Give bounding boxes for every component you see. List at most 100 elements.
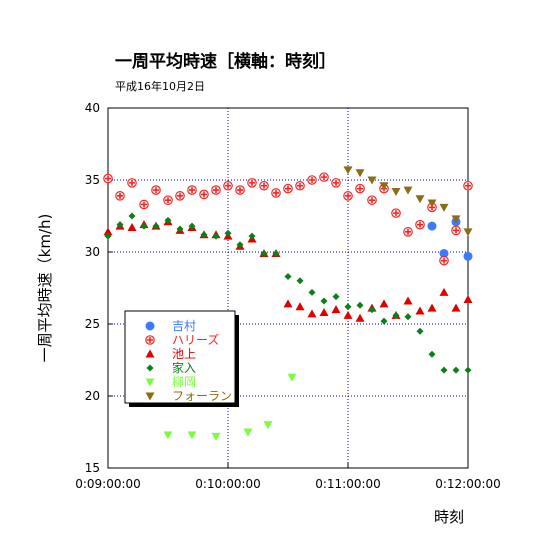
x-tick-label: 0:09:00:00 bbox=[75, 477, 141, 491]
point-cross-cross bbox=[465, 182, 471, 189]
point-cross-cross bbox=[285, 185, 291, 192]
legend-marker-diamond bbox=[146, 364, 154, 372]
point-triangle-down bbox=[187, 431, 197, 440]
point-cross-cross bbox=[225, 182, 231, 189]
point-triangle-down bbox=[415, 195, 425, 204]
point-triangle-up bbox=[307, 309, 317, 318]
point-triangle-up bbox=[343, 310, 353, 319]
point-cross bbox=[151, 185, 161, 195]
point-cross-cross bbox=[441, 257, 447, 264]
point-diamond bbox=[380, 317, 388, 325]
legend-label: 家入 bbox=[172, 360, 196, 375]
point-diamond bbox=[212, 232, 220, 240]
point-cross bbox=[223, 180, 233, 191]
point-cross bbox=[139, 199, 149, 210]
point-cross bbox=[367, 195, 377, 205]
point-diamond bbox=[296, 277, 304, 285]
point-diamond bbox=[176, 225, 184, 233]
point-cross bbox=[439, 255, 449, 266]
point-cross-cross bbox=[273, 189, 279, 196]
axis-ticks: 15 20 25 30 35 40 0:09:00:00 0:10:00:00 0:11:00:… bbox=[75, 101, 501, 491]
point-diamond bbox=[440, 366, 448, 374]
point-triangle-up bbox=[331, 305, 341, 314]
y-tick-label: 40 bbox=[85, 101, 100, 115]
point-cross bbox=[235, 185, 245, 195]
point-cross-cross bbox=[177, 192, 183, 199]
point-diamond bbox=[332, 293, 340, 301]
point-diamond bbox=[248, 232, 256, 240]
point-triangle-up bbox=[463, 295, 473, 304]
point-cross bbox=[319, 172, 329, 182]
legend-box bbox=[124, 310, 236, 404]
point-triangle-down bbox=[211, 432, 221, 441]
point-cross-cross bbox=[357, 185, 363, 192]
point-cross-cross bbox=[309, 177, 315, 183]
y-tick-label: 30 bbox=[85, 245, 100, 259]
point-cross bbox=[127, 178, 137, 188]
data-marks bbox=[103, 166, 473, 441]
point-cross-cross bbox=[297, 182, 303, 189]
plot-frame bbox=[107, 107, 469, 469]
x-tick-label: 0:10:00:00 bbox=[195, 477, 261, 491]
point-triangle-down bbox=[263, 421, 273, 430]
point-cross-cross bbox=[261, 182, 267, 189]
chart-title: 一周平均時速［横軸：時刻］ bbox=[115, 51, 336, 72]
point-diamond bbox=[392, 311, 400, 319]
point-diamond bbox=[344, 303, 352, 311]
point-cross-cross bbox=[237, 187, 243, 194]
point-cross-cross bbox=[117, 192, 123, 199]
x-tick-label: 0:11:00:00 bbox=[315, 477, 381, 491]
point-cross bbox=[415, 219, 425, 230]
point-cross bbox=[187, 185, 197, 195]
point-cross bbox=[247, 178, 257, 188]
legend-label: ハリーズ bbox=[172, 332, 219, 347]
point-diamond bbox=[308, 288, 316, 296]
point-triangle-down bbox=[439, 203, 449, 212]
point-diamond bbox=[224, 229, 232, 237]
point-diamond bbox=[116, 221, 124, 229]
legend-label: 池上 bbox=[172, 347, 196, 361]
point-triangle-down bbox=[403, 186, 413, 195]
point-triangle-up bbox=[415, 306, 425, 315]
point-triangle-down bbox=[391, 188, 401, 197]
point-triangle-up bbox=[295, 302, 305, 311]
point-cross-cross bbox=[165, 197, 171, 204]
point-cross bbox=[343, 191, 353, 201]
point-diamond bbox=[356, 301, 364, 309]
legend-marker-triangle-down bbox=[145, 378, 155, 387]
x-tick-label: 0:12:00:00 bbox=[435, 477, 501, 491]
point-triangle-down bbox=[463, 228, 473, 237]
point-cross-cross bbox=[129, 179, 135, 186]
point-cross bbox=[271, 188, 281, 198]
point-triangle-up bbox=[283, 299, 293, 308]
y-axis-label: 一周平均時速（km/h) bbox=[36, 214, 54, 363]
point-triangle-up bbox=[427, 303, 437, 312]
point-cross bbox=[211, 185, 221, 195]
point-cross-cross bbox=[141, 201, 147, 208]
point-cross bbox=[403, 227, 413, 237]
point-circle bbox=[427, 221, 437, 231]
point-cross-cross bbox=[249, 179, 255, 186]
legend-marker-circle bbox=[145, 321, 155, 331]
point-triangle-down bbox=[379, 182, 389, 191]
y-tick-label: 20 bbox=[85, 389, 100, 403]
point-cross-cross bbox=[369, 197, 375, 204]
point-circle bbox=[439, 248, 449, 258]
point-triangle-up bbox=[439, 287, 449, 296]
point-cross bbox=[355, 183, 365, 194]
point-cross-cross bbox=[393, 210, 399, 217]
legend-label: 柳岡 bbox=[172, 375, 196, 389]
point-cross-cross bbox=[345, 192, 351, 199]
point-diamond bbox=[368, 306, 376, 314]
legend-label: 吉村 bbox=[172, 319, 196, 333]
point-triangle-up bbox=[379, 299, 389, 308]
point-triangle-up bbox=[451, 303, 461, 312]
point-cross-cross bbox=[453, 227, 459, 234]
point-triangle-down bbox=[343, 166, 353, 175]
point-diamond bbox=[452, 366, 460, 374]
point-diamond bbox=[464, 366, 472, 374]
point-triangle-up bbox=[319, 307, 329, 316]
x-axis-label: 時刻 bbox=[434, 508, 464, 526]
point-triangle-down bbox=[163, 431, 173, 440]
